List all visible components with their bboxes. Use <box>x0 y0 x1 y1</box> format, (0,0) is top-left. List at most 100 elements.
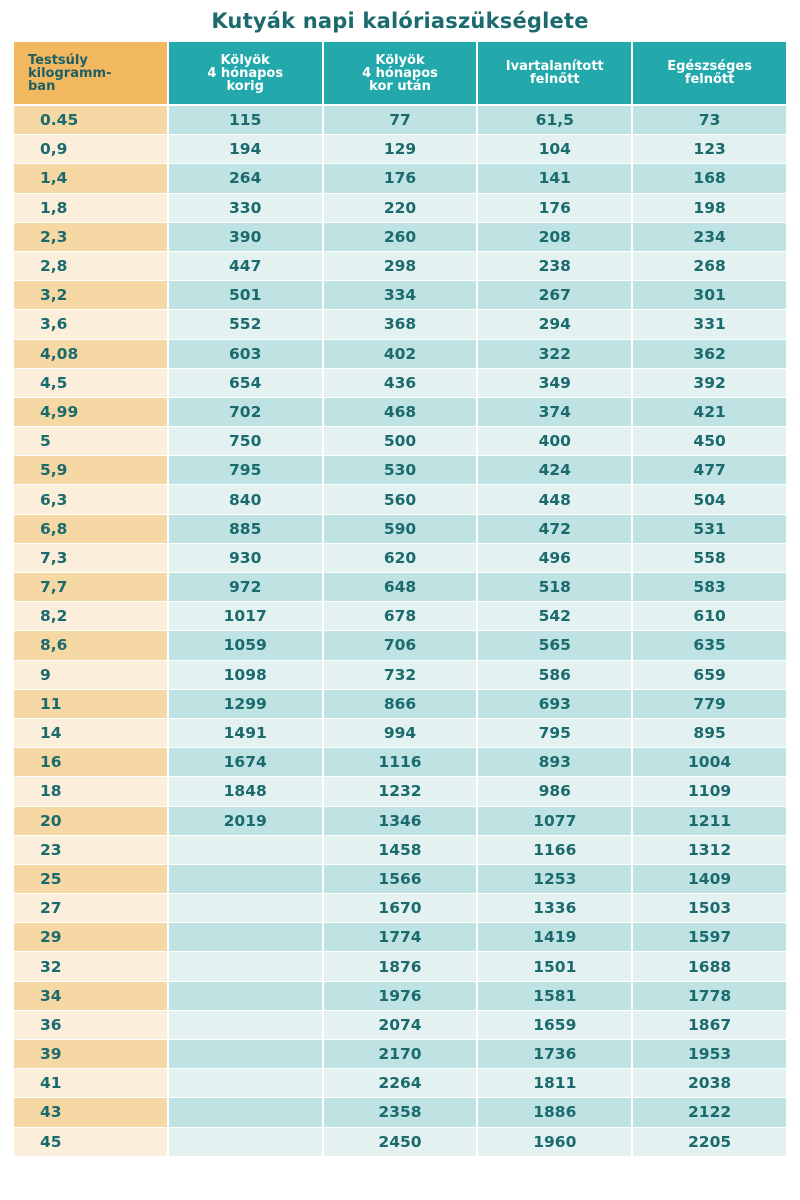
neutered-adult-cell: 795 <box>478 718 632 749</box>
weight-cell: 11 <box>14 689 167 719</box>
healthy-adult-cell: 1409 <box>633 864 786 895</box>
table-row: 39 2170 1736 1953 <box>14 1040 786 1070</box>
neutered-adult-cell: 104 <box>478 135 632 165</box>
healthy-adult-cell: 1109 <box>633 777 786 807</box>
table-row: 3,2 501 334 267 301 <box>14 281 786 311</box>
healthy-adult-cell: 362 <box>633 339 786 369</box>
column-header-line: Kölyök <box>375 52 425 68</box>
puppy-over-4-months-cell: 2450 <box>323 1127 477 1157</box>
puppy-under-4-months-cell: 390 <box>168 222 322 252</box>
table-row: 9 1098 732 586 659 <box>14 660 786 690</box>
healthy-adult-cell: 1312 <box>633 835 786 865</box>
table-row: 45 2450 1960 2205 <box>14 1127 786 1157</box>
puppy-under-4-months-cell <box>168 952 322 982</box>
puppy-under-4-months-cell: 930 <box>168 543 322 573</box>
healthy-adult-cell: 301 <box>633 281 786 311</box>
puppy-over-4-months-cell: 368 <box>323 310 477 340</box>
table-row: 14 1491 994 795 895 <box>14 718 786 749</box>
puppy-under-4-months-cell: 115 <box>168 106 322 136</box>
puppy-over-4-months-cell: 402 <box>323 339 477 369</box>
healthy-adult-cell: 1778 <box>633 981 786 1011</box>
weight-cell: 1,8 <box>14 193 167 223</box>
table-row: 8,6 1059 706 565 635 <box>14 631 786 661</box>
table-row: 1,4 264 176 141 168 <box>14 164 786 194</box>
healthy-adult-cell: 558 <box>633 543 786 573</box>
weight-cell: 2,3 <box>14 222 167 252</box>
table-row: 4,99 702 468 374 421 <box>14 397 786 428</box>
neutered-adult-cell: 294 <box>478 310 632 340</box>
puppy-over-4-months-cell: 866 <box>323 689 477 719</box>
healthy-adult-cell: 504 <box>633 485 786 515</box>
table-row: 25 1566 1253 1409 <box>14 864 786 895</box>
puppy-under-4-months-cell: 264 <box>168 164 322 194</box>
puppy-under-4-months-cell <box>168 923 322 953</box>
healthy-adult-cell: 1953 <box>633 1040 786 1070</box>
healthy-adult-cell: 779 <box>633 689 786 719</box>
healthy-adult-cell: 234 <box>633 222 786 252</box>
puppy-over-4-months-cell: 1116 <box>323 748 477 778</box>
puppy-under-4-months-cell <box>168 894 322 924</box>
weight-cell: 9 <box>14 660 167 690</box>
healthy-adult-cell: 2205 <box>633 1127 786 1157</box>
neutered-adult-cell: 322 <box>478 339 632 369</box>
puppy-over-4-months-cell: 334 <box>323 281 477 311</box>
weight-cell: 0,9 <box>14 135 167 165</box>
puppy-over-4-months-cell: 1774 <box>323 923 477 953</box>
puppy-under-4-months-cell: 1674 <box>168 748 322 778</box>
weight-cell: 25 <box>14 864 167 895</box>
weight-cell: 1,4 <box>14 164 167 194</box>
neutered-adult-cell: 1501 <box>478 952 632 982</box>
healthy-adult-cell: 392 <box>633 368 786 398</box>
column-header-puppy-over-4-months: Kölyök 4 hónapos kor után <box>323 42 477 106</box>
neutered-adult-cell: 542 <box>478 602 632 632</box>
healthy-adult-cell: 2122 <box>633 1098 786 1128</box>
table-row: 20 2019 1346 1077 1211 <box>14 806 786 836</box>
puppy-under-4-months-cell: 2019 <box>168 806 322 836</box>
weight-cell: 18 <box>14 777 167 807</box>
weight-cell: 36 <box>14 1010 167 1040</box>
puppy-over-4-months-cell: 2074 <box>323 1010 477 1040</box>
neutered-adult-cell: 141 <box>478 164 632 194</box>
weight-cell: 5 <box>14 427 167 457</box>
puppy-over-4-months-cell: 732 <box>323 660 477 690</box>
table-row: 0.45 115 77 61,5 73 <box>14 106 786 136</box>
neutered-adult-cell: 1886 <box>478 1098 632 1128</box>
healthy-adult-cell: 198 <box>633 193 786 223</box>
table-row: 5,9 795 530 424 477 <box>14 456 786 486</box>
puppy-under-4-months-cell: 501 <box>168 281 322 311</box>
healthy-adult-cell: 1597 <box>633 923 786 953</box>
table-row: 43 2358 1886 2122 <box>14 1098 786 1128</box>
healthy-adult-cell: 421 <box>633 397 786 428</box>
table-row: 32 1876 1501 1688 <box>14 952 786 982</box>
puppy-under-4-months-cell <box>168 1040 322 1070</box>
neutered-adult-cell: 1253 <box>478 864 632 895</box>
puppy-over-4-months-cell: 220 <box>323 193 477 223</box>
column-header-line: Testsúly <box>28 52 88 68</box>
puppy-over-4-months-cell: 2170 <box>323 1040 477 1070</box>
neutered-adult-cell: 986 <box>478 777 632 807</box>
neutered-adult-cell: 693 <box>478 689 632 719</box>
puppy-over-4-months-cell: 706 <box>323 631 477 661</box>
column-header-line: korig <box>226 78 264 94</box>
weight-cell: 5,9 <box>14 456 167 486</box>
puppy-under-4-months-cell: 194 <box>168 135 322 165</box>
puppy-over-4-months-cell: 560 <box>323 485 477 515</box>
neutered-adult-cell: 518 <box>478 573 632 603</box>
neutered-adult-cell: 267 <box>478 281 632 311</box>
weight-cell: 39 <box>14 1040 167 1070</box>
table-row: 27 1670 1336 1503 <box>14 894 786 924</box>
weight-cell: 8,2 <box>14 602 167 632</box>
puppy-over-4-months-cell: 1232 <box>323 777 477 807</box>
healthy-adult-cell: 1503 <box>633 894 786 924</box>
neutered-adult-cell: 176 <box>478 193 632 223</box>
page-title: Kutyák napi kalóriaszükséglete <box>211 9 589 33</box>
neutered-adult-cell: 586 <box>478 660 632 690</box>
table-row: 4,5 654 436 349 392 <box>14 368 786 398</box>
weight-cell: 7,3 <box>14 543 167 573</box>
weight-cell: 3,6 <box>14 310 167 340</box>
healthy-adult-cell: 1211 <box>633 806 786 836</box>
neutered-adult-cell: 1581 <box>478 981 632 1011</box>
column-header-line: Egészséges <box>667 59 752 74</box>
puppy-under-4-months-cell: 1299 <box>168 689 322 719</box>
neutered-adult-cell: 1166 <box>478 835 632 865</box>
